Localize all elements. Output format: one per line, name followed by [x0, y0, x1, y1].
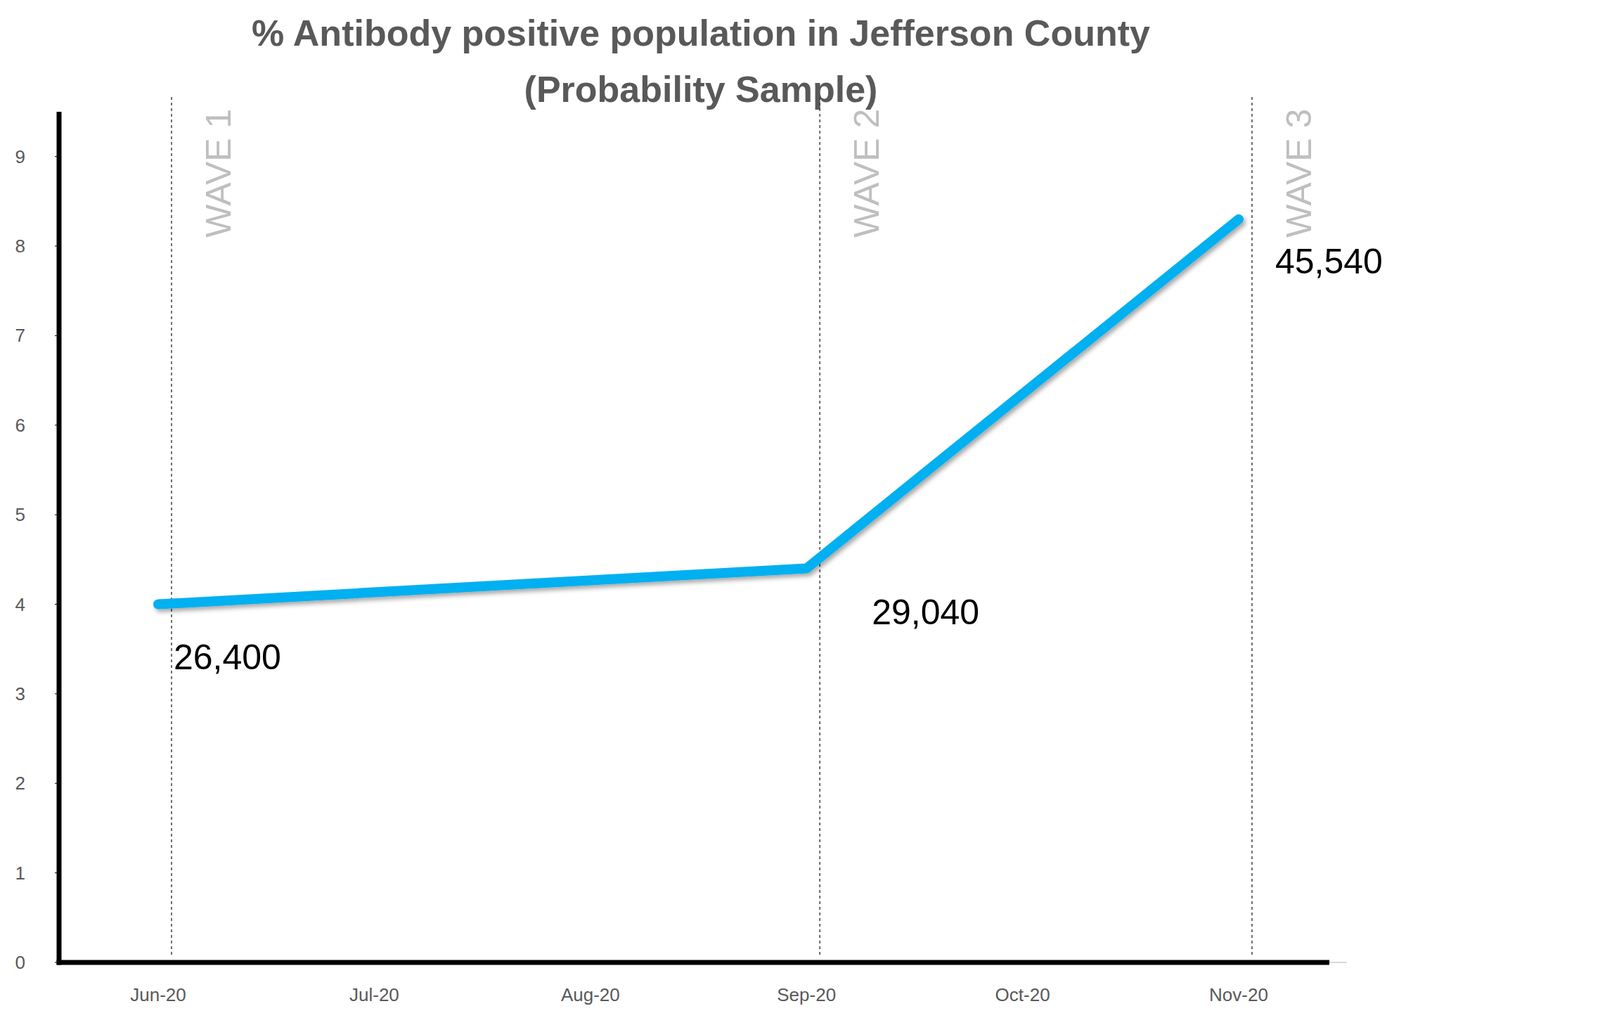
x-tick-label: Aug-20 [560, 984, 621, 1006]
wave-label: WAVE 1 [198, 108, 239, 238]
y-tick-label: 9 [15, 146, 26, 168]
x-axis-extension [1329, 961, 1347, 964]
annotation: 45,540 [1275, 241, 1383, 282]
x-tick-label: Nov-20 [1209, 984, 1269, 1006]
y-tick-label: 5 [15, 504, 26, 526]
y-axis [56, 111, 62, 966]
wave-label: WAVE 3 [1279, 108, 1319, 238]
y-tick-label: 3 [15, 683, 26, 705]
y-tick-label: 2 [15, 772, 26, 794]
series-line [158, 219, 1239, 605]
wave-line [170, 97, 173, 957]
wave-line [1251, 97, 1253, 957]
y-tick-label: 6 [15, 414, 26, 436]
x-tick-label: Oct-20 [995, 984, 1051, 1006]
annotation: 26,400 [173, 637, 282, 677]
title: % Antibody positive population in Jeffer… [251, 12, 1151, 110]
chart: % Antibody positive population in Jeffer… [0, 0, 1600, 1025]
x-tick-label: Sep-20 [776, 984, 836, 1006]
y-tick-label: 1 [15, 862, 26, 884]
x-axis [56, 960, 1331, 966]
wave-label: WAVE 2 [847, 108, 887, 238]
x-tick-label: Jun-20 [130, 984, 187, 1006]
y-tick-label: 8 [15, 235, 26, 257]
annotation: 29,040 [871, 592, 980, 632]
x-tick-label: Jul-20 [349, 984, 400, 1006]
y-tick-label: 0 [15, 951, 26, 973]
y-tick-label: 7 [15, 324, 26, 346]
wave-line [818, 97, 821, 957]
y-tick-label: 4 [15, 594, 26, 616]
